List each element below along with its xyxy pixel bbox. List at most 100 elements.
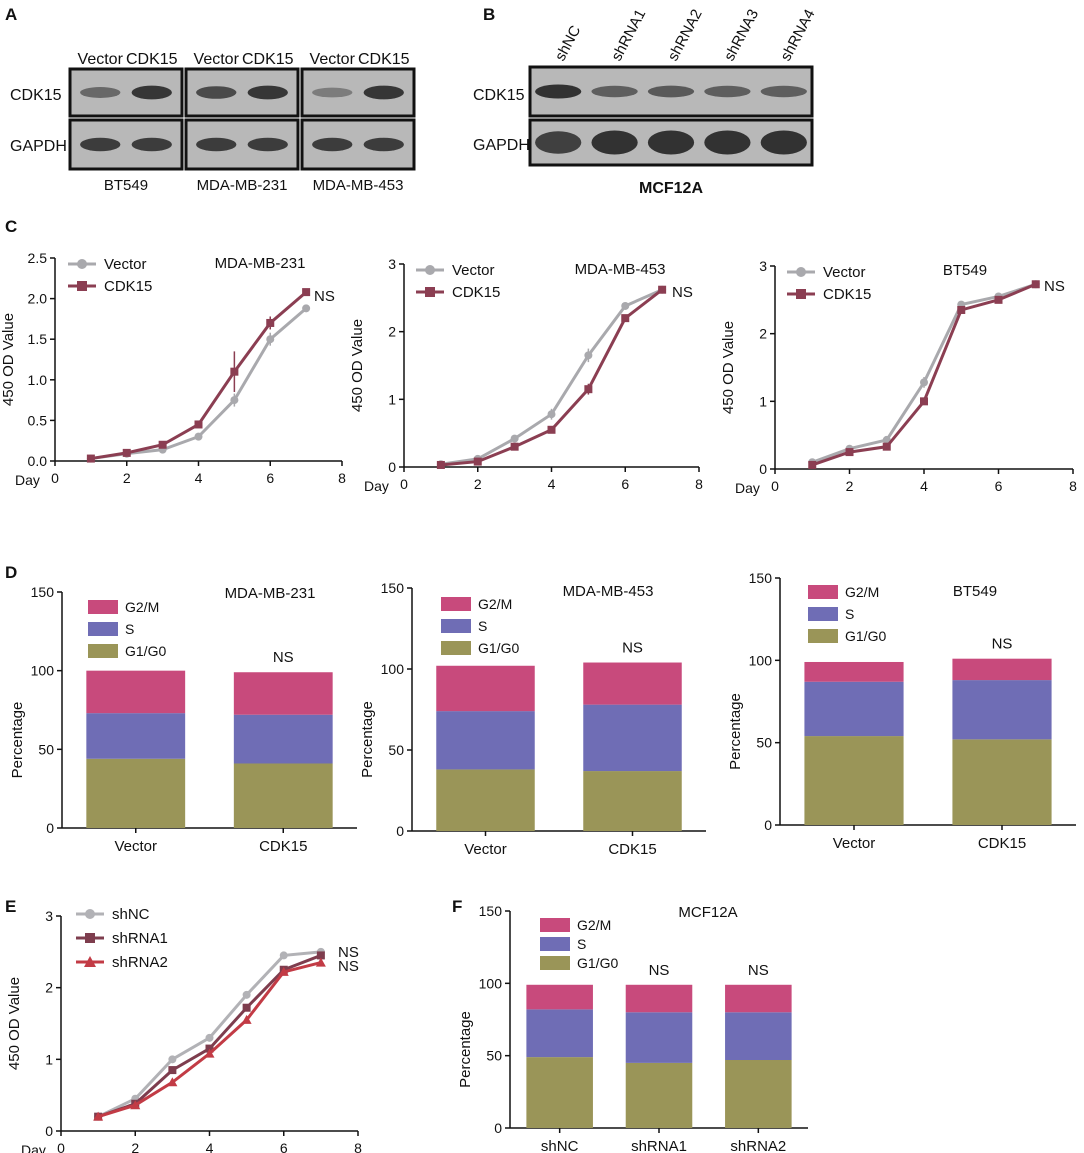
blot-band (247, 85, 288, 100)
panel-labels: A B C D E F (5, 5, 495, 916)
blot-band (647, 85, 695, 98)
x-tick-label: shRNA1 (631, 1138, 687, 1153)
data-point-CDK15 (1031, 280, 1040, 289)
data-point-shRNA2 (204, 1048, 215, 1058)
blot-a-cell-line-label: MDA-MB-453 (313, 177, 404, 194)
bar-segment-S (625, 1012, 693, 1063)
y-axis-label: 450 OD Value (6, 977, 23, 1070)
panel-label-D: D (5, 563, 17, 582)
data-point-CDK15 (436, 460, 445, 469)
panel-label-C: C (5, 217, 17, 236)
blot-band (131, 85, 172, 100)
bar-segment-G1/G0 (952, 739, 1052, 825)
legend-swatch-G2/M (540, 918, 570, 932)
data-point-Vector (584, 351, 593, 360)
bar-segment-G1/G0 (583, 771, 682, 831)
blot-band (363, 85, 404, 100)
data-point-CDK15 (621, 314, 630, 323)
blot-a-row-label-gapdh: GAPDH (10, 138, 67, 155)
blot-band (196, 137, 237, 152)
chart-panels: 0.0 0.5 1.0 1.5 2.0 2.5 0 2 4 6 8 Day 450 OD Value MD… (0, 250, 1077, 1153)
data-point-CDK15 (266, 318, 275, 327)
panel-label-F: F (452, 897, 462, 916)
bar-segment-S (725, 1012, 792, 1061)
chart-D3: 0 50 100 150 Percentage BT549 Vector CDK15 NS G2/… (727, 570, 1076, 852)
bar-segment-S (436, 711, 535, 770)
y-tick-label: 0 (764, 817, 772, 833)
x-tick-label: 4 (195, 470, 203, 486)
y-tick-label: 1.0 (28, 372, 48, 388)
data-point-CDK15 (302, 288, 311, 297)
chart-F: 0 50 100 150 Percentage MCF12A shNC shRNA1 NS shR… (457, 903, 808, 1153)
data-point-CDK15 (510, 442, 519, 451)
legend-marker (77, 281, 87, 291)
y-axis-label: Percentage (727, 693, 744, 770)
chart-title: MDA-MB-231 (225, 585, 316, 602)
blot-b-lane-label: shRNA2 (665, 7, 706, 64)
legend-label: S (478, 618, 487, 634)
panel-label-A: A (5, 5, 17, 24)
legend-label: G2/M (125, 599, 159, 615)
significance-label: NS (314, 288, 335, 305)
bar-segment-G2/M (725, 984, 792, 1013)
bar-segment-G2/M (583, 662, 682, 705)
data-point-shRNA2 (130, 1100, 141, 1110)
blot-band (247, 137, 288, 152)
legend-swatch-G1/G0 (88, 644, 118, 658)
x-tick-label: shRNA2 (730, 1138, 786, 1153)
y-tick-label: 1 (388, 391, 396, 407)
legend-label: S (125, 621, 134, 637)
bar-segment-S (86, 713, 186, 759)
blot-a-lane-label: Vector (194, 51, 240, 68)
data-point-shRNA2 (167, 1077, 178, 1087)
legend-label: G2/M (845, 584, 879, 600)
x-tick-label: 6 (995, 478, 1003, 494)
legend-label: CDK15 (823, 286, 871, 303)
blot-a-lane-label: CDK15 (242, 51, 294, 68)
y-axis-label: Percentage (359, 701, 376, 778)
bar-segment-G1/G0 (625, 1062, 693, 1128)
y-tick-label: 50 (388, 742, 404, 758)
legend-swatch-G2/M (441, 597, 471, 611)
data-point-shNC (242, 990, 251, 999)
blot-band (131, 137, 172, 152)
legend-label: CDK15 (452, 284, 500, 301)
y-tick-label: 2.5 (28, 250, 48, 266)
data-point-CDK15 (920, 397, 928, 406)
y-tick-label: 2 (759, 326, 767, 342)
legend-label: G2/M (478, 596, 512, 612)
legend-label: G1/G0 (577, 955, 618, 971)
y-tick-label: 50 (756, 735, 772, 751)
bar-segment-G1/G0 (725, 1060, 792, 1128)
y-tick-label: 100 (479, 975, 503, 991)
bar-segment-G1/G0 (526, 1057, 593, 1128)
legend-label: Vector (104, 256, 147, 273)
y-axis-label: 450 OD Value (720, 321, 737, 414)
blot-a-lane-label: CDK15 (126, 51, 178, 68)
data-point-Vector (266, 335, 275, 344)
data-point-Vector (510, 434, 519, 443)
x-tick-label: 0 (57, 1140, 65, 1153)
x-tick-label: 4 (206, 1140, 214, 1153)
x-tick-label: 0 (400, 476, 408, 492)
data-point-shNC (205, 1033, 214, 1042)
legend-swatch-G2/M (808, 585, 838, 599)
blot-band (80, 87, 121, 98)
legend-label: CDK15 (104, 278, 152, 295)
x-axis-label: Day (15, 472, 40, 488)
legend-swatch-S (808, 607, 838, 621)
data-point-shRNA2 (241, 1014, 252, 1024)
bar-segment-S (583, 704, 682, 772)
legend-swatch-S (441, 619, 471, 633)
y-axis-label: 450 OD Value (0, 313, 17, 406)
significance-label: NS (338, 958, 359, 975)
blot-band (312, 137, 353, 152)
x-axis-label: Day (21, 1142, 46, 1153)
x-tick-label: 8 (695, 476, 703, 492)
significance-label: NS (273, 649, 294, 666)
significance-label: NS (649, 962, 670, 979)
x-tick-label: 6 (280, 1140, 288, 1153)
bar-segment-G2/M (526, 984, 593, 1010)
data-point-CDK15 (473, 457, 482, 466)
